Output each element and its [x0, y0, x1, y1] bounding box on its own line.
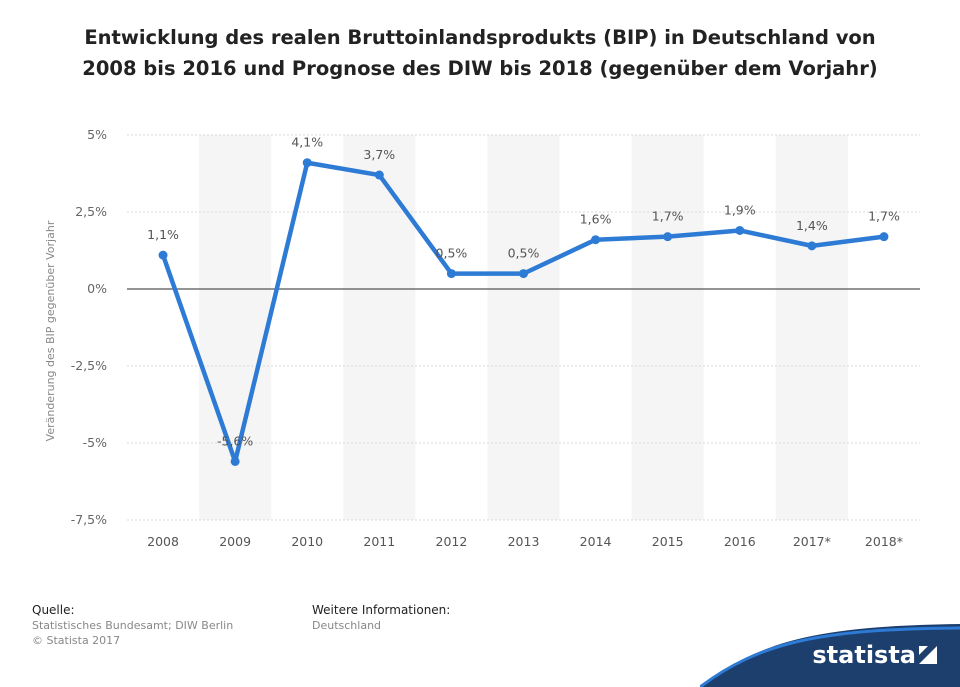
data-label: 1,7%: [868, 209, 900, 224]
data-point[interactable]: [879, 232, 889, 242]
line-chart: 5%2,5%0%-2,5%-5%-7,5% 2008 2009 2010 2011 20…: [44, 127, 920, 549]
data-label: 1,4%: [796, 218, 828, 233]
data-label: 1,1%: [147, 227, 179, 242]
info-heading: Weitere Informationen:: [312, 603, 451, 617]
column-band: [487, 135, 560, 520]
x-tick-label: 2012: [436, 534, 468, 549]
data-label: 3,7%: [363, 147, 395, 162]
source-block: Quelle: Statistisches Bundesamt; DIW Ber…: [32, 603, 233, 648]
data-point[interactable]: [302, 158, 312, 168]
column-band: [631, 135, 704, 520]
data-point[interactable]: [230, 456, 240, 466]
x-tick-label: 2011: [363, 534, 395, 549]
x-tick-label: 2015: [652, 534, 684, 549]
data-label: -5,6%: [217, 433, 253, 448]
y-axis-label: Veränderung des BIP gegenüber Vorjahr: [44, 220, 57, 441]
x-tick-label: 2008: [147, 534, 179, 549]
data-point[interactable]: [158, 250, 168, 260]
gdp-series: 1,1% -5,6% 4,1% 3,7% 0,5% 0,5% 1,6% 1,7% 1,9% 1,4…: [147, 135, 900, 466]
info-block: Weitere Informationen: Deutschland: [312, 603, 450, 633]
data-point[interactable]: [591, 235, 601, 245]
source-heading: Quelle:: [32, 603, 75, 617]
chart-title: Entwicklung des realen Bruttoinlandsprod…: [82, 26, 878, 80]
y-tick-label: -5%: [83, 435, 107, 450]
data-label: 1,6%: [580, 212, 612, 227]
data-point[interactable]: [807, 241, 817, 251]
alternating-bands: [199, 135, 848, 520]
data-label: 1,7%: [652, 209, 684, 224]
grid-lines: [127, 134, 920, 521]
data-point[interactable]: [446, 269, 456, 279]
x-tick-label: 2014: [580, 534, 612, 549]
y-tick-label: -2,5%: [71, 358, 107, 373]
info-text: Deutschland: [312, 619, 382, 632]
column-band: [775, 135, 848, 520]
x-tick-label: 2016: [724, 534, 756, 549]
data-label: 1,9%: [724, 202, 756, 217]
data-point[interactable]: [735, 225, 745, 235]
y-tick-label: 2,5%: [75, 204, 107, 219]
x-tick-label: 2010: [291, 534, 323, 549]
x-axis-ticks: 2008 2009 2010 2011 2012 2013 2014 2015 2016 2017…: [147, 534, 903, 549]
column-band: [343, 135, 416, 520]
y-axis-ticks: 5% 2,5% 0% -2,5% -5% -7,5%: [71, 127, 107, 527]
brand-logo[interactable]: statista: [812, 641, 916, 669]
statista-logo-icon: [919, 646, 937, 664]
y-tick-label: 5%: [87, 127, 107, 142]
x-tick-label: 2009: [219, 534, 251, 549]
data-point[interactable]: [663, 232, 673, 242]
data-label: 4,1%: [291, 135, 323, 150]
data-point[interactable]: [519, 269, 528, 279]
brand-band: [700, 624, 960, 687]
source-text: Statistisches Bundesamt; DIW Berlin: [32, 619, 234, 632]
y-tick-label: -7,5%: [71, 512, 107, 527]
data-point[interactable]: [374, 170, 384, 180]
copyright-text: © Statista 2017: [32, 634, 121, 647]
data-label: 0,5%: [436, 246, 468, 261]
x-tick-label: 2013: [508, 534, 540, 549]
y-tick-label: 0%: [87, 281, 107, 296]
x-tick-label: 2018*: [865, 534, 903, 549]
x-tick-label: 2017*: [793, 534, 831, 549]
data-label: 0,5%: [508, 246, 540, 261]
